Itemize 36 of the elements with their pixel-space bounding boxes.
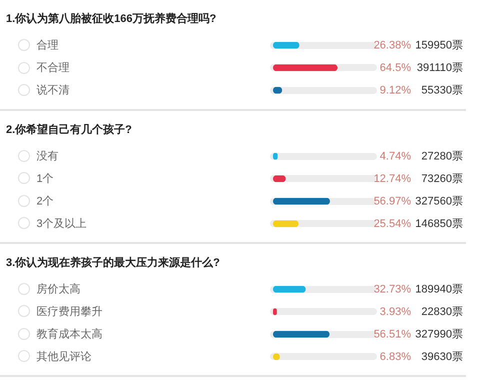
y-tick-label: 教育成本太高 xyxy=(36,326,102,340)
text: 22830票 xyxy=(421,305,463,318)
y-tick-label: 没有 xyxy=(36,150,58,162)
data-label: 32.73% xyxy=(374,282,412,295)
text: 39630票 xyxy=(421,350,463,362)
data-label: 56.51% xyxy=(374,328,412,340)
y-tick-label: 合理 xyxy=(36,38,58,52)
text: 327560票 xyxy=(415,194,463,207)
y-tick-label: 医疗费用攀升 xyxy=(36,304,102,318)
text: 391110票 xyxy=(416,62,463,74)
data-label: 64.5% xyxy=(380,62,412,74)
data-label: 26.38% xyxy=(374,39,412,52)
y-tick-label: 3个及以上 xyxy=(36,216,87,230)
y-tick-label: 说不清 xyxy=(36,83,70,96)
text: 3.你认为现在养孩子的最大压力来源是什么? xyxy=(5,256,221,270)
text: 189940票 xyxy=(415,282,463,295)
data-label: 25.54% xyxy=(374,217,412,230)
data-label: 12.74% xyxy=(374,172,412,184)
text: 1.你认为第八胎被征收166万抚养费合理吗? xyxy=(5,12,218,27)
text: 2.你希望自己有几个孩子? xyxy=(5,122,133,138)
y-tick-label: 房价太高 xyxy=(36,282,80,295)
text: 146850票 xyxy=(415,217,463,230)
y-tick-label: 不合理 xyxy=(36,60,70,74)
y-tick-label: 1个 xyxy=(36,172,54,184)
text: 159950票 xyxy=(415,39,463,52)
text: 55330票 xyxy=(421,84,463,96)
y-tick-label: 其他见评论 xyxy=(36,349,92,362)
text: 327990票 xyxy=(415,328,463,340)
text: 73260票 xyxy=(421,172,463,184)
data-label: 3.93% xyxy=(380,305,412,318)
data-label: 9.12% xyxy=(380,84,412,96)
y-tick-label: 2个 xyxy=(36,194,54,207)
data-label: 56.97% xyxy=(374,194,412,207)
text: 27280票 xyxy=(421,150,463,162)
data-label: 6.83% xyxy=(380,350,412,362)
data-label: 4.74% xyxy=(380,150,412,162)
